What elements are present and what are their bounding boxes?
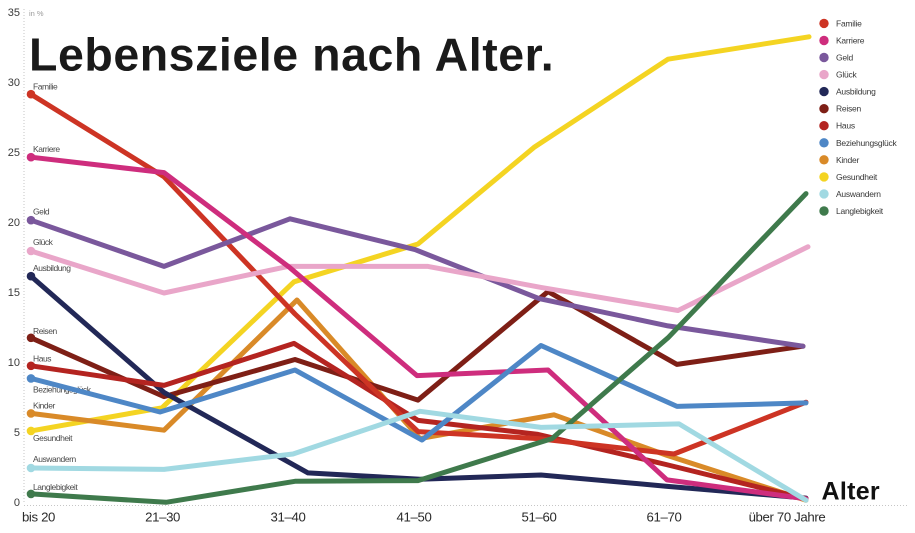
svg-text:Auswandern: Auswandern: [836, 189, 881, 199]
svg-text:Alter: Alter: [822, 478, 880, 506]
svg-text:Reisen: Reisen: [33, 326, 57, 336]
svg-text:Auswandern: Auswandern: [33, 454, 76, 464]
svg-text:5: 5: [14, 427, 20, 439]
svg-text:20: 20: [8, 217, 20, 229]
svg-text:21–30: 21–30: [145, 510, 180, 525]
svg-text:Langlebigkeit: Langlebigkeit: [836, 206, 884, 216]
svg-text:Karriere: Karriere: [836, 36, 865, 46]
svg-text:31–40: 31–40: [271, 510, 306, 525]
svg-text:15: 15: [8, 287, 20, 299]
svg-text:35: 35: [8, 7, 20, 19]
svg-text:30: 30: [8, 77, 20, 89]
svg-text:Reisen: Reisen: [836, 104, 861, 114]
svg-text:in %: in %: [29, 9, 44, 18]
svg-text:51–60: 51–60: [522, 510, 557, 525]
svg-text:Karriere: Karriere: [33, 144, 60, 154]
svg-text:Ausbildung: Ausbildung: [836, 87, 876, 97]
svg-text:über 70 Jahre: über 70 Jahre: [749, 510, 826, 525]
svg-text:Haus: Haus: [836, 121, 855, 131]
svg-text:Familie: Familie: [836, 18, 862, 28]
svg-text:0: 0: [14, 497, 20, 509]
svg-text:Geld: Geld: [33, 207, 50, 217]
svg-text:Kinder: Kinder: [33, 401, 55, 411]
svg-text:Beziehungsglück: Beziehungsglück: [33, 385, 92, 395]
svg-text:Gesundheit: Gesundheit: [836, 172, 878, 182]
svg-text:Haus: Haus: [33, 354, 51, 364]
svg-text:Beziehungsglück: Beziehungsglück: [836, 138, 898, 148]
svg-text:10: 10: [8, 357, 20, 369]
svg-text:Glück: Glück: [33, 237, 54, 247]
svg-text:25: 25: [8, 147, 20, 159]
svg-text:Kinder: Kinder: [836, 155, 859, 165]
svg-text:Langlebigkeit: Langlebigkeit: [33, 482, 78, 492]
svg-text:Ausbildung: Ausbildung: [33, 263, 71, 273]
svg-text:41–50: 41–50: [397, 510, 432, 525]
svg-text:Geld: Geld: [836, 53, 853, 63]
svg-text:bis 20: bis 20: [22, 510, 55, 525]
svg-text:Lebensziele nach Alter.: Lebensziele nach Alter.: [29, 29, 554, 81]
svg-text:Familie: Familie: [33, 82, 58, 92]
svg-text:Gesundheit: Gesundheit: [33, 433, 73, 443]
svg-text:Glück: Glück: [836, 70, 857, 80]
svg-text:61–70: 61–70: [647, 510, 682, 525]
